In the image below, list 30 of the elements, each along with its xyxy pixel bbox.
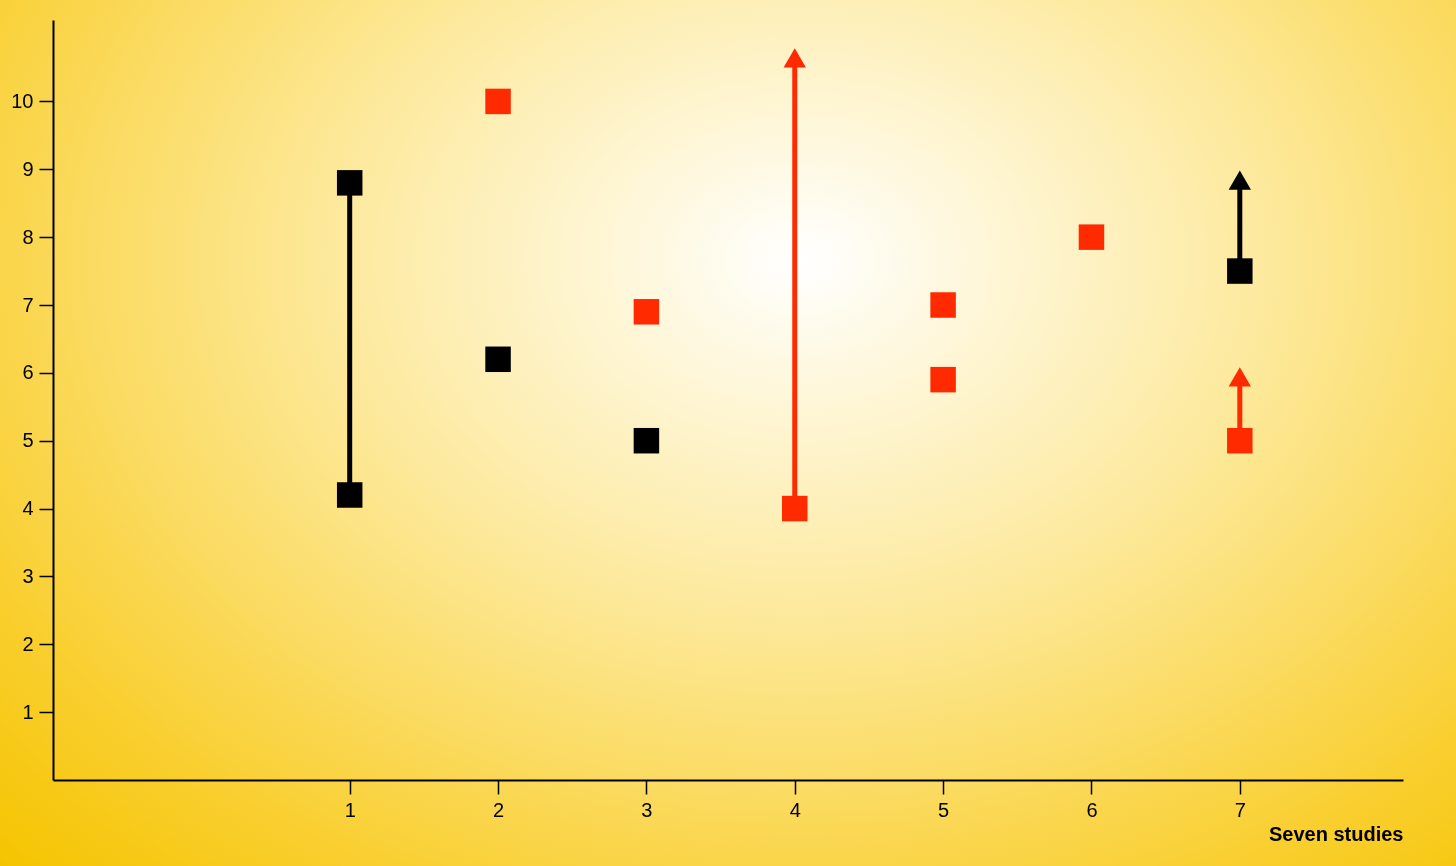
- x-tick-label: 3: [641, 798, 653, 821]
- point: [336, 482, 363, 508]
- x-tick-label: 7: [1234, 798, 1246, 821]
- y-tick-label: 6: [22, 361, 34, 384]
- x-axis-title: Seven studies: [1268, 822, 1404, 845]
- point: [485, 346, 511, 373]
- x-tick-label: 4: [789, 798, 801, 821]
- y-tick-label: 4: [22, 497, 34, 520]
- x-tick-label: 5: [938, 798, 950, 821]
- y-tick-label: 3: [22, 564, 34, 587]
- point: [633, 427, 660, 454]
- x-tick-label: 1: [344, 798, 356, 821]
- y-tick-label: 1: [22, 700, 34, 723]
- y-tick-label: 10: [11, 89, 34, 112]
- point: [1227, 258, 1253, 284]
- point: [1227, 427, 1253, 454]
- y-tick-label: 8: [22, 225, 34, 248]
- point: [1078, 224, 1105, 250]
- point: [336, 170, 363, 196]
- point: [782, 495, 808, 522]
- y-tick-label: 5: [22, 429, 34, 452]
- point: [485, 88, 511, 115]
- y-tick-label: 2: [22, 632, 34, 655]
- point: [930, 366, 956, 393]
- y-tick-label: 7: [22, 293, 34, 316]
- point: [930, 292, 956, 318]
- point: [633, 299, 660, 325]
- y-tick-label: 9: [22, 157, 34, 180]
- x-tick-label: 6: [1086, 798, 1098, 821]
- x-tick-label: 2: [492, 798, 505, 821]
